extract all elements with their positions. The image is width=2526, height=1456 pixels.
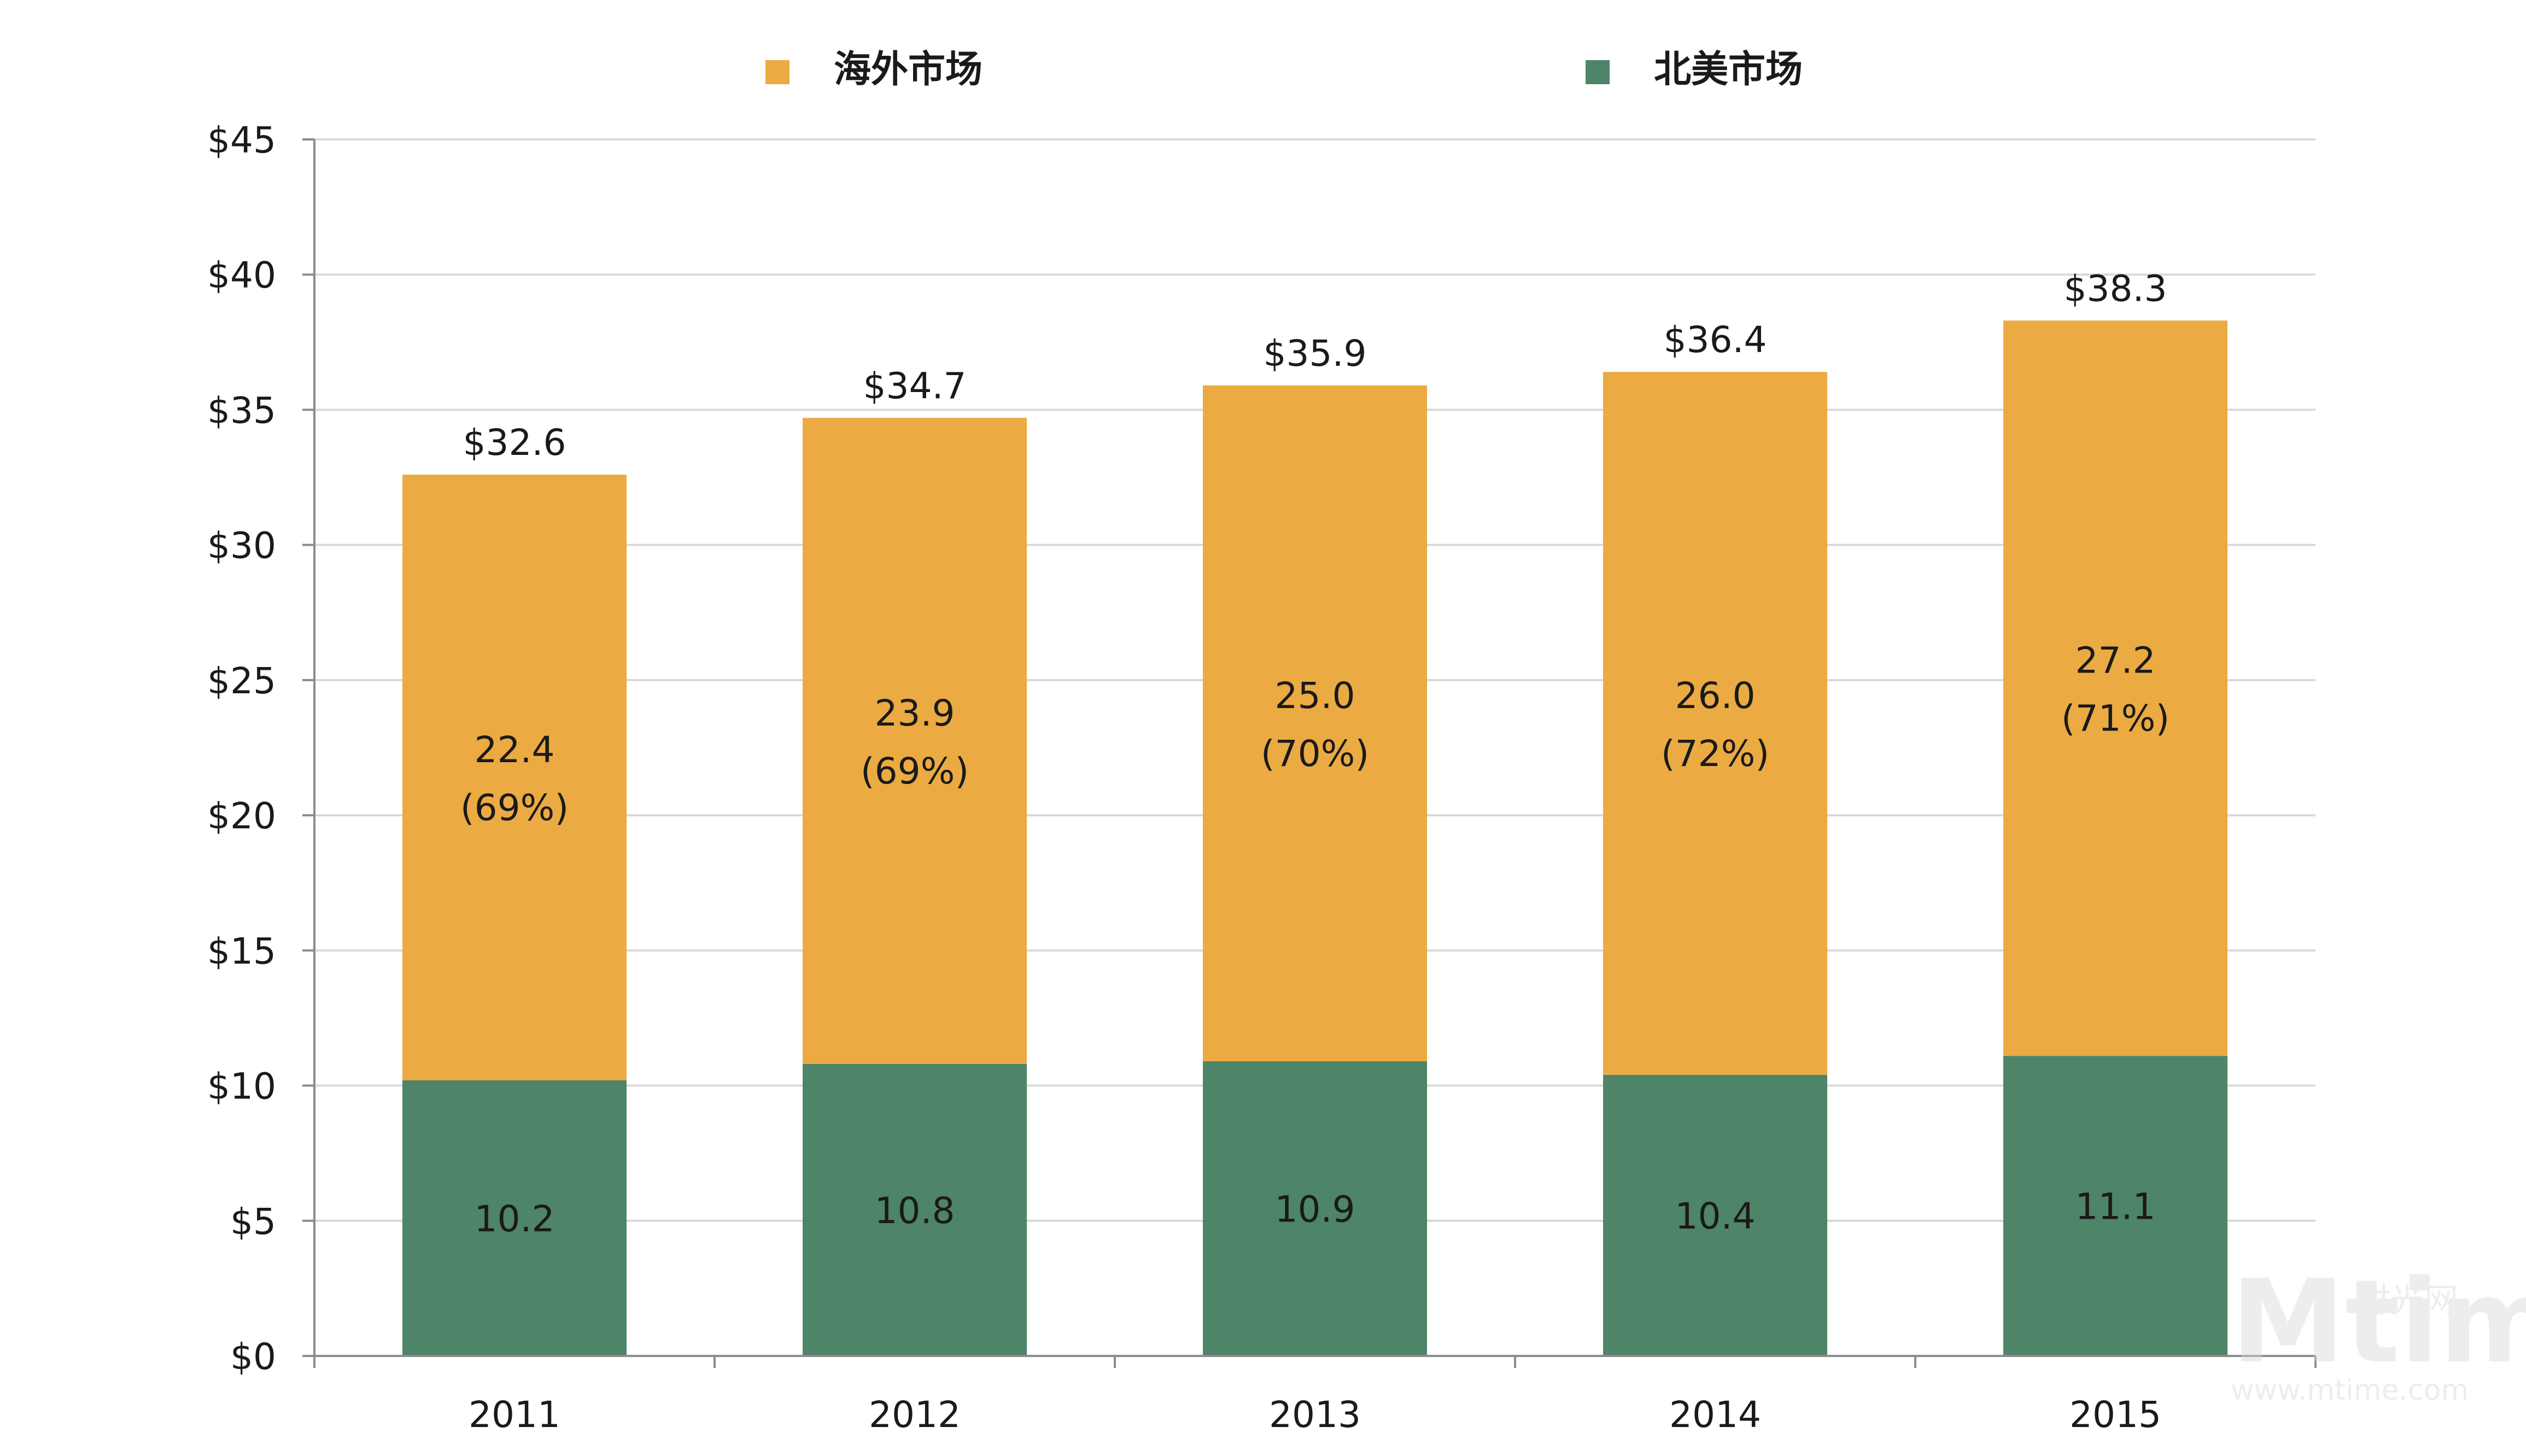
data-labels: 10.2 22.4 (69%) $32.6 10.8 23.9 (69%) $34.7 10.9… [460, 267, 2170, 1240]
watermark: Mtime 时光网 www.mtime.com [2231, 1255, 2526, 1407]
y-tick-label: $30 [207, 525, 276, 567]
share-label-overseas: (69%) [460, 787, 569, 829]
x-tick-label: 2013 [1269, 1394, 1361, 1436]
x-tick-label: 2015 [2069, 1394, 2161, 1436]
legend: 海外市场 北美市场 [765, 48, 1803, 91]
value-label-north-america: 10.4 [1675, 1195, 1756, 1237]
y-tick-label: $20 [207, 795, 276, 837]
y-tick-label: $25 [207, 660, 276, 702]
x-tick-label: 2012 [869, 1394, 961, 1436]
total-label: $32.6 [463, 422, 566, 464]
value-label-overseas: 25.0 [1275, 675, 1355, 717]
x-tick-label: 2014 [1669, 1394, 1761, 1436]
bar-segment-north-america-2012 [803, 1064, 1027, 1356]
y-tick-label: $10 [207, 1066, 276, 1108]
y-tick-label: $5 [230, 1201, 276, 1243]
bar-segment-north-america-2011 [402, 1080, 627, 1356]
legend-label-overseas: 海外市场 [834, 48, 983, 91]
value-label-overseas: 27.2 [2075, 640, 2156, 682]
watermark-brand: Mtime [2231, 1255, 2526, 1389]
total-label: $35.9 [1264, 332, 1367, 375]
bar-segment-overseas-2014 [1603, 372, 1827, 1075]
bar-segment-overseas-2015 [2003, 320, 2227, 1056]
bar-segment-overseas-2011 [402, 475, 627, 1080]
x-tick-label: 2011 [469, 1394, 560, 1436]
value-label-north-america: 10.9 [1275, 1189, 1355, 1231]
bar-segment-north-america-2013 [1203, 1061, 1427, 1356]
axes: $0 $5 $10 $15 $20 $25 $30 $35 $40 $45 2011 2012 2013… [207, 119, 2317, 1436]
value-label-overseas: 22.4 [475, 729, 555, 771]
bars [402, 320, 2227, 1356]
total-label: $34.7 [863, 365, 967, 407]
value-label-overseas: 23.9 [875, 692, 955, 734]
share-label-overseas: (72%) [1661, 733, 1769, 775]
value-label-north-america: 11.1 [2075, 1186, 2156, 1228]
bar-segment-overseas-2012 [803, 418, 1027, 1064]
bar-segment-overseas-2013 [1203, 385, 1427, 1062]
bar-segment-north-america-2014 [1603, 1074, 1827, 1356]
share-label-overseas: (69%) [861, 750, 969, 792]
watermark-cn-text: 时光网 [2357, 1280, 2458, 1320]
legend-label-north-america: 北美市场 [1654, 48, 1803, 91]
watermark-url: www.mtime.com [2231, 1374, 2469, 1407]
y-tick-label: $15 [207, 930, 276, 972]
y-tick-label: $35 [207, 389, 276, 431]
y-tick-label: $40 [207, 254, 276, 296]
total-label: $36.4 [1664, 319, 1767, 361]
legend-swatch-overseas [765, 60, 790, 84]
y-tick-label: $45 [207, 119, 276, 161]
share-label-overseas: (70%) [1261, 733, 1369, 775]
value-label-overseas: 26.0 [1675, 675, 1756, 717]
total-label: $38.3 [2064, 267, 2167, 309]
value-label-north-america: 10.2 [475, 1198, 555, 1240]
y-tick-label: $0 [230, 1336, 276, 1378]
value-label-north-america: 10.8 [875, 1190, 955, 1232]
legend-swatch-north-america [1586, 60, 1610, 84]
share-label-overseas: (71%) [2061, 698, 2170, 740]
bar-segment-north-america-2015 [2003, 1056, 2227, 1356]
